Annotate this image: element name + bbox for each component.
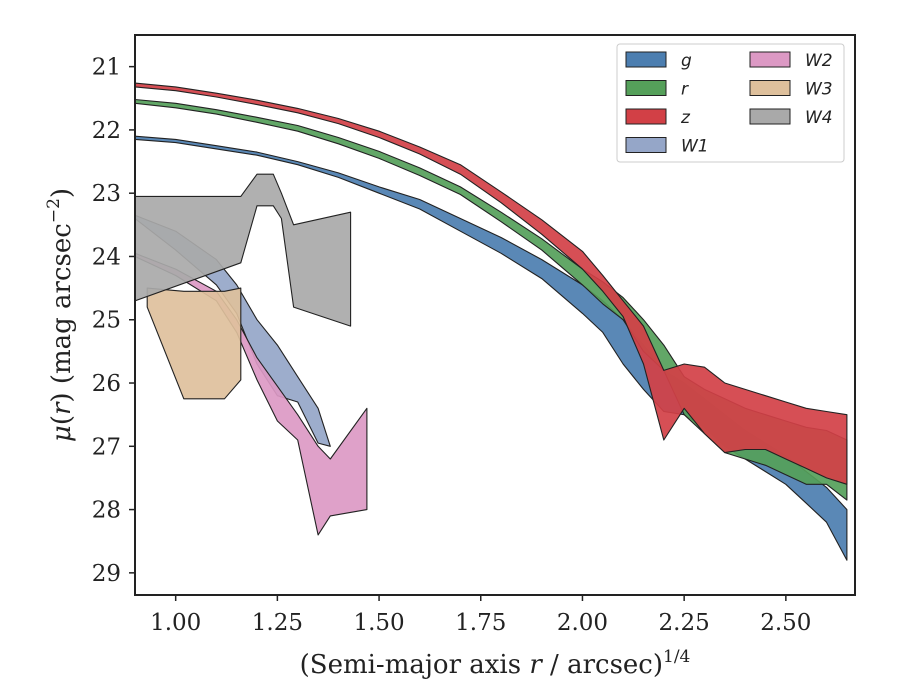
- legend-swatch-r: [625, 80, 667, 96]
- y-tick-label: 21: [92, 55, 121, 81]
- x-tick-label: 1.50: [353, 610, 404, 636]
- plot-frame: [134, 34, 856, 596]
- y-axis-ticks: 21 22 23 24 25 26 27 28 29: [92, 55, 135, 587]
- y-tick-label: 22: [92, 118, 121, 144]
- x-tick-label: 1.75: [455, 610, 506, 636]
- legend-swatch-w2: [749, 51, 791, 68]
- series-band-w4: [135, 173, 352, 327]
- x-tick-label: 2.25: [659, 610, 710, 636]
- series-band-w1: [135, 214, 331, 447]
- y-tick-label: 24: [92, 244, 121, 270]
- legend-label-w2: W2: [805, 51, 833, 71]
- legend-swatch-g: [625, 51, 667, 68]
- legend-label-w3: W3: [805, 80, 833, 100]
- series-layer: [135, 82, 848, 561]
- y-tick-label: 29: [92, 561, 121, 587]
- legend-label-w1: W1: [681, 137, 709, 157]
- y-tick-label: 28: [92, 498, 121, 524]
- legend-swatch-w4: [749, 108, 791, 125]
- legend-swatch-w1: [625, 137, 667, 153]
- legend-label-w4: W4: [805, 108, 833, 128]
- x-tick-label: 1.25: [252, 610, 303, 636]
- series-band-g: [135, 135, 848, 561]
- x-tick-label: 2.00: [557, 610, 608, 636]
- legend-label-z: z: [680, 108, 691, 128]
- x-tick-label: 1.00: [150, 610, 201, 636]
- x-axis-ticks: 1.00 1.25 1.50 1.75 2.00 2.25 2.50: [150, 595, 811, 636]
- y-tick-label: 26: [92, 371, 121, 397]
- x-tick-label: 2.50: [760, 610, 811, 636]
- legend-box: [616, 43, 845, 163]
- legend-swatch-w3: [749, 80, 791, 96]
- series-band-r: [135, 98, 848, 501]
- legend: grz W1 W2 W3 W4: [616, 43, 845, 163]
- y-tick-label: 23: [92, 181, 121, 207]
- y-tick-label: 27: [92, 434, 121, 460]
- y-axis-label: μ(r) (mag arcsec−2): [44, 188, 77, 442]
- legend-label-r: r: [681, 80, 689, 100]
- legend-swatch-z: [625, 108, 667, 125]
- y-tick-label: 25: [92, 308, 121, 334]
- series-band-w3: [146, 287, 242, 400]
- legend-label-g: g: [681, 51, 692, 71]
- series-band-z: [135, 82, 848, 485]
- x-axis-label: (Semi-major axis r / arcsec)1/4: [300, 647, 691, 680]
